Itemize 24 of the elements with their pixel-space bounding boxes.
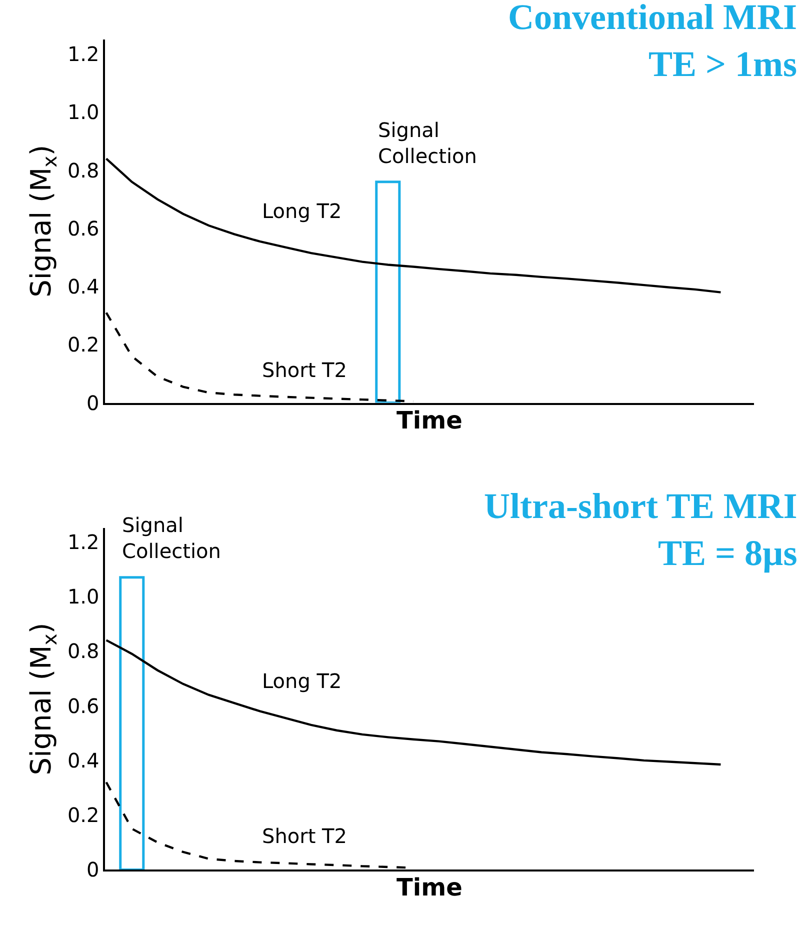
y-tick-label: 1.0 bbox=[67, 100, 100, 124]
y-tick-label: 0.6 bbox=[67, 216, 100, 240]
y-tick-label: 0 bbox=[86, 390, 100, 415]
y-tick-label: 0.6 bbox=[67, 694, 100, 718]
series-label: Long T2 bbox=[262, 669, 342, 693]
y-tick-label: 0.8 bbox=[67, 639, 100, 664]
chart-title: Conventional MRI TE > 1ms bbox=[508, 0, 798, 84]
series-label: Signal Collection bbox=[122, 513, 221, 563]
x-axis-title: Time bbox=[396, 406, 462, 434]
y-tick-label: 1.2 bbox=[67, 42, 100, 66]
y-tick-label: 0.2 bbox=[67, 332, 100, 357]
y-tick-label: 1.2 bbox=[67, 530, 100, 554]
y-tick-label: 0 bbox=[86, 858, 100, 882]
chart-title: Ultra-short TE MRI TE = 8µs bbox=[484, 486, 798, 573]
y-tick-label: 0.2 bbox=[67, 803, 100, 828]
series-label: Signal Collection bbox=[378, 118, 477, 168]
x-axis-title: Time bbox=[396, 873, 462, 902]
series-label: Short T2 bbox=[262, 358, 347, 382]
series-label: Long T2 bbox=[262, 199, 342, 223]
y-tick-label: 1.0 bbox=[67, 584, 100, 608]
y-tick-label: 0.8 bbox=[67, 158, 100, 182]
y-tick-label: 0.4 bbox=[67, 748, 100, 772]
y-tick-label: 0.4 bbox=[67, 274, 100, 299]
series-label: Short T2 bbox=[262, 824, 347, 848]
